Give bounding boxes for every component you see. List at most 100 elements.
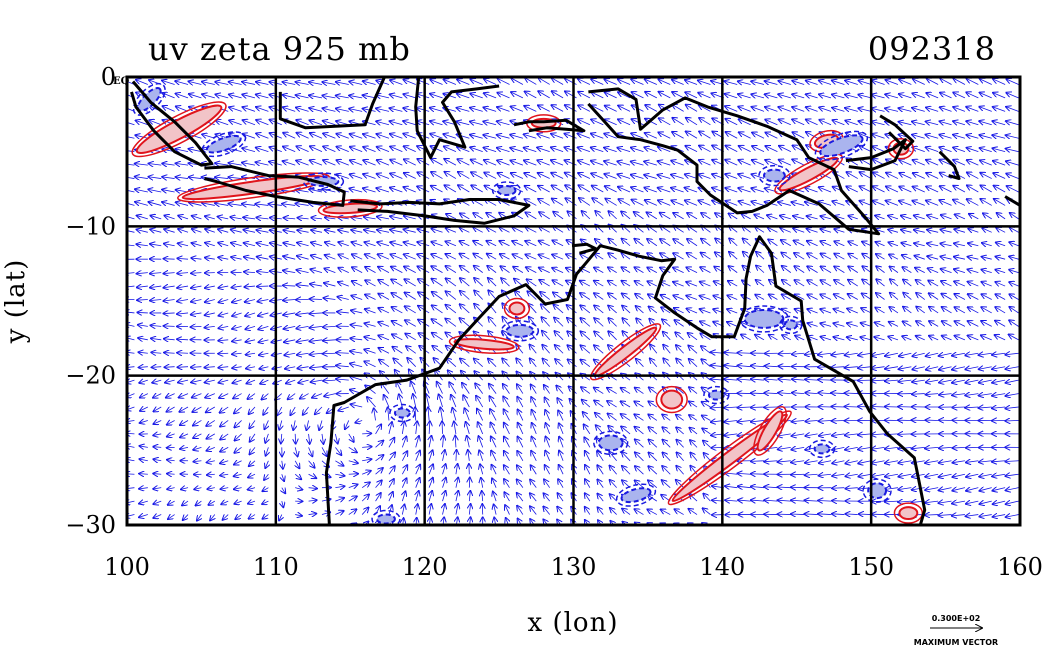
wind-vector <box>979 394 992 396</box>
wind-vector <box>544 385 551 394</box>
wind-vector <box>175 81 189 84</box>
wind-vector <box>351 296 363 300</box>
wind-vector <box>807 295 818 300</box>
coastline-solomons <box>1004 195 1020 207</box>
wind-vector <box>688 333 698 341</box>
wind-vector <box>416 504 418 515</box>
wind-vector <box>993 515 1006 517</box>
wind-vector <box>501 278 510 287</box>
wind-vector <box>952 353 966 355</box>
wind-vector <box>309 433 310 444</box>
wind-vector <box>228 177 242 178</box>
wind-vector <box>898 380 912 381</box>
wind-vector <box>554 318 564 327</box>
wind-vector <box>913 187 925 193</box>
wind-vector <box>168 501 175 505</box>
wind-vector <box>738 174 751 179</box>
wind-vector <box>700 296 711 300</box>
negative-vorticity-contour <box>783 319 798 331</box>
wind-vector <box>164 229 175 232</box>
wind-vector <box>939 135 952 139</box>
wind-vector <box>259 340 269 342</box>
wind-vector <box>578 185 591 193</box>
wind-vector <box>466 422 470 435</box>
wind-vector <box>559 437 563 448</box>
wind-vector <box>729 238 738 247</box>
wind-vector <box>686 118 698 126</box>
wind-vector <box>792 132 805 139</box>
wind-vector <box>968 336 979 341</box>
wind-vector <box>494 505 496 515</box>
wind-vector <box>938 515 952 516</box>
wind-vector <box>153 394 162 398</box>
wind-vector <box>662 466 671 475</box>
wind-vector <box>296 161 309 166</box>
wind-vector <box>482 491 483 502</box>
wind-vector <box>872 146 885 153</box>
wind-vector <box>456 464 458 475</box>
wind-vector <box>127 488 135 489</box>
wind-vector <box>632 200 644 206</box>
wind-vector <box>178 229 189 232</box>
wind-vector <box>738 486 751 487</box>
wind-vector <box>218 367 229 368</box>
wind-vector <box>860 337 872 340</box>
wind-vector <box>765 366 778 367</box>
wind-vector <box>191 367 202 368</box>
positive-vorticity-contour <box>660 389 684 410</box>
wind-vector <box>393 358 403 368</box>
wind-vector <box>687 239 698 247</box>
wind-vector <box>621 267 631 273</box>
wind-vector <box>308 474 317 478</box>
wind-vector <box>578 173 591 179</box>
wind-vector <box>605 106 617 112</box>
wind-vector <box>297 243 309 246</box>
positive-vorticity-contour-outer-contour <box>655 385 688 414</box>
wind-vector <box>153 434 162 436</box>
wind-vector <box>649 319 658 327</box>
wind-vector <box>725 94 738 99</box>
wind-vector <box>336 134 349 139</box>
grid-lines <box>127 77 1020 525</box>
wind-vector <box>820 294 832 300</box>
x-tick-label: 130 <box>551 553 597 581</box>
negative-vorticity-contour <box>307 176 340 188</box>
wind-vector <box>336 121 349 125</box>
wind-vector <box>417 266 430 273</box>
wind-vector <box>552 185 564 193</box>
wind-vector <box>591 173 604 179</box>
wind-vector <box>805 420 818 421</box>
wind-vector <box>167 460 175 461</box>
wind-vector <box>295 460 299 468</box>
wind-vector <box>725 146 738 153</box>
wind-vector <box>834 254 845 260</box>
wind-vector <box>249 406 256 414</box>
wind-vector <box>834 280 845 287</box>
wind-vector <box>135 177 148 179</box>
wind-vector <box>153 528 161 531</box>
wind-vector <box>751 81 765 84</box>
wind-vector <box>925 488 939 490</box>
wind-vector <box>417 94 430 99</box>
wind-vector <box>565 198 577 206</box>
wind-vector <box>993 93 1006 99</box>
wind-vector <box>993 107 1006 112</box>
wind-vector <box>995 294 1006 300</box>
wind-vector <box>997 213 1006 220</box>
wind-vector <box>139 515 148 518</box>
wind-vector <box>632 92 644 99</box>
vorticity-fill-layer <box>131 82 924 525</box>
wind-vector <box>751 461 765 462</box>
wind-vector <box>137 230 148 233</box>
wind-vector <box>660 253 671 260</box>
wind-vector <box>338 268 349 273</box>
wind-vector <box>234 447 242 452</box>
wind-vector <box>846 514 858 515</box>
wind-vector <box>979 528 992 529</box>
wind-vector <box>152 367 162 368</box>
wind-vector <box>912 135 925 139</box>
wind-vector <box>983 213 992 220</box>
negative-vorticity-contour-outer-contour <box>389 403 416 423</box>
wind-vector <box>335 460 343 466</box>
wind-vector <box>993 161 1006 166</box>
